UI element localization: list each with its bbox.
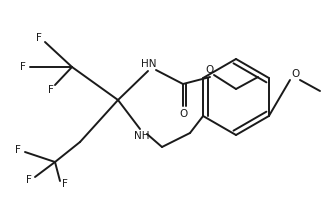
Text: F: F — [62, 179, 68, 189]
Text: O: O — [291, 69, 299, 79]
Text: F: F — [26, 175, 32, 185]
Text: F: F — [15, 145, 21, 155]
Text: O: O — [180, 109, 188, 119]
Text: F: F — [36, 33, 42, 43]
Text: HN: HN — [141, 59, 157, 69]
Text: F: F — [48, 85, 54, 95]
Text: O: O — [205, 65, 213, 75]
Text: NH: NH — [134, 131, 150, 141]
Text: F: F — [20, 62, 26, 72]
